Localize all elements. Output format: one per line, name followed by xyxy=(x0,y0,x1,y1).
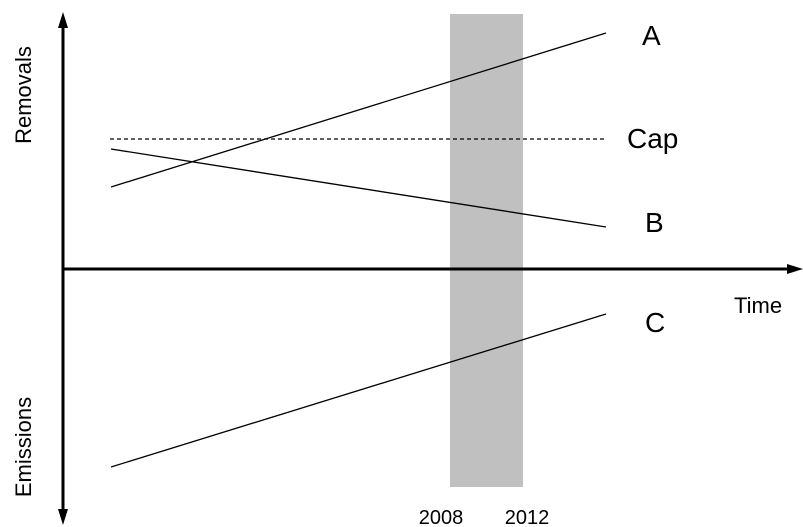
line-b-label: B xyxy=(645,207,664,238)
line-b xyxy=(110,148,607,228)
commitment-period-band xyxy=(450,14,523,487)
line-c xyxy=(110,313,607,468)
period-end-label: 2012 xyxy=(505,507,550,527)
time-axis-arrowhead xyxy=(787,264,803,274)
emissions-axis-label: Emissions xyxy=(11,397,36,497)
period-start-label: 2008 xyxy=(419,507,464,527)
vertical-axis-up-arrowhead xyxy=(58,12,68,28)
removals-axis-label: Removals xyxy=(11,46,36,144)
line-a-label: A xyxy=(642,20,661,51)
cap-label: Cap xyxy=(627,123,678,154)
line-a xyxy=(110,32,607,188)
line-c-label: C xyxy=(645,307,665,338)
time-axis-label: Time xyxy=(734,293,782,318)
vertical-axis-down-arrowhead xyxy=(58,509,68,525)
